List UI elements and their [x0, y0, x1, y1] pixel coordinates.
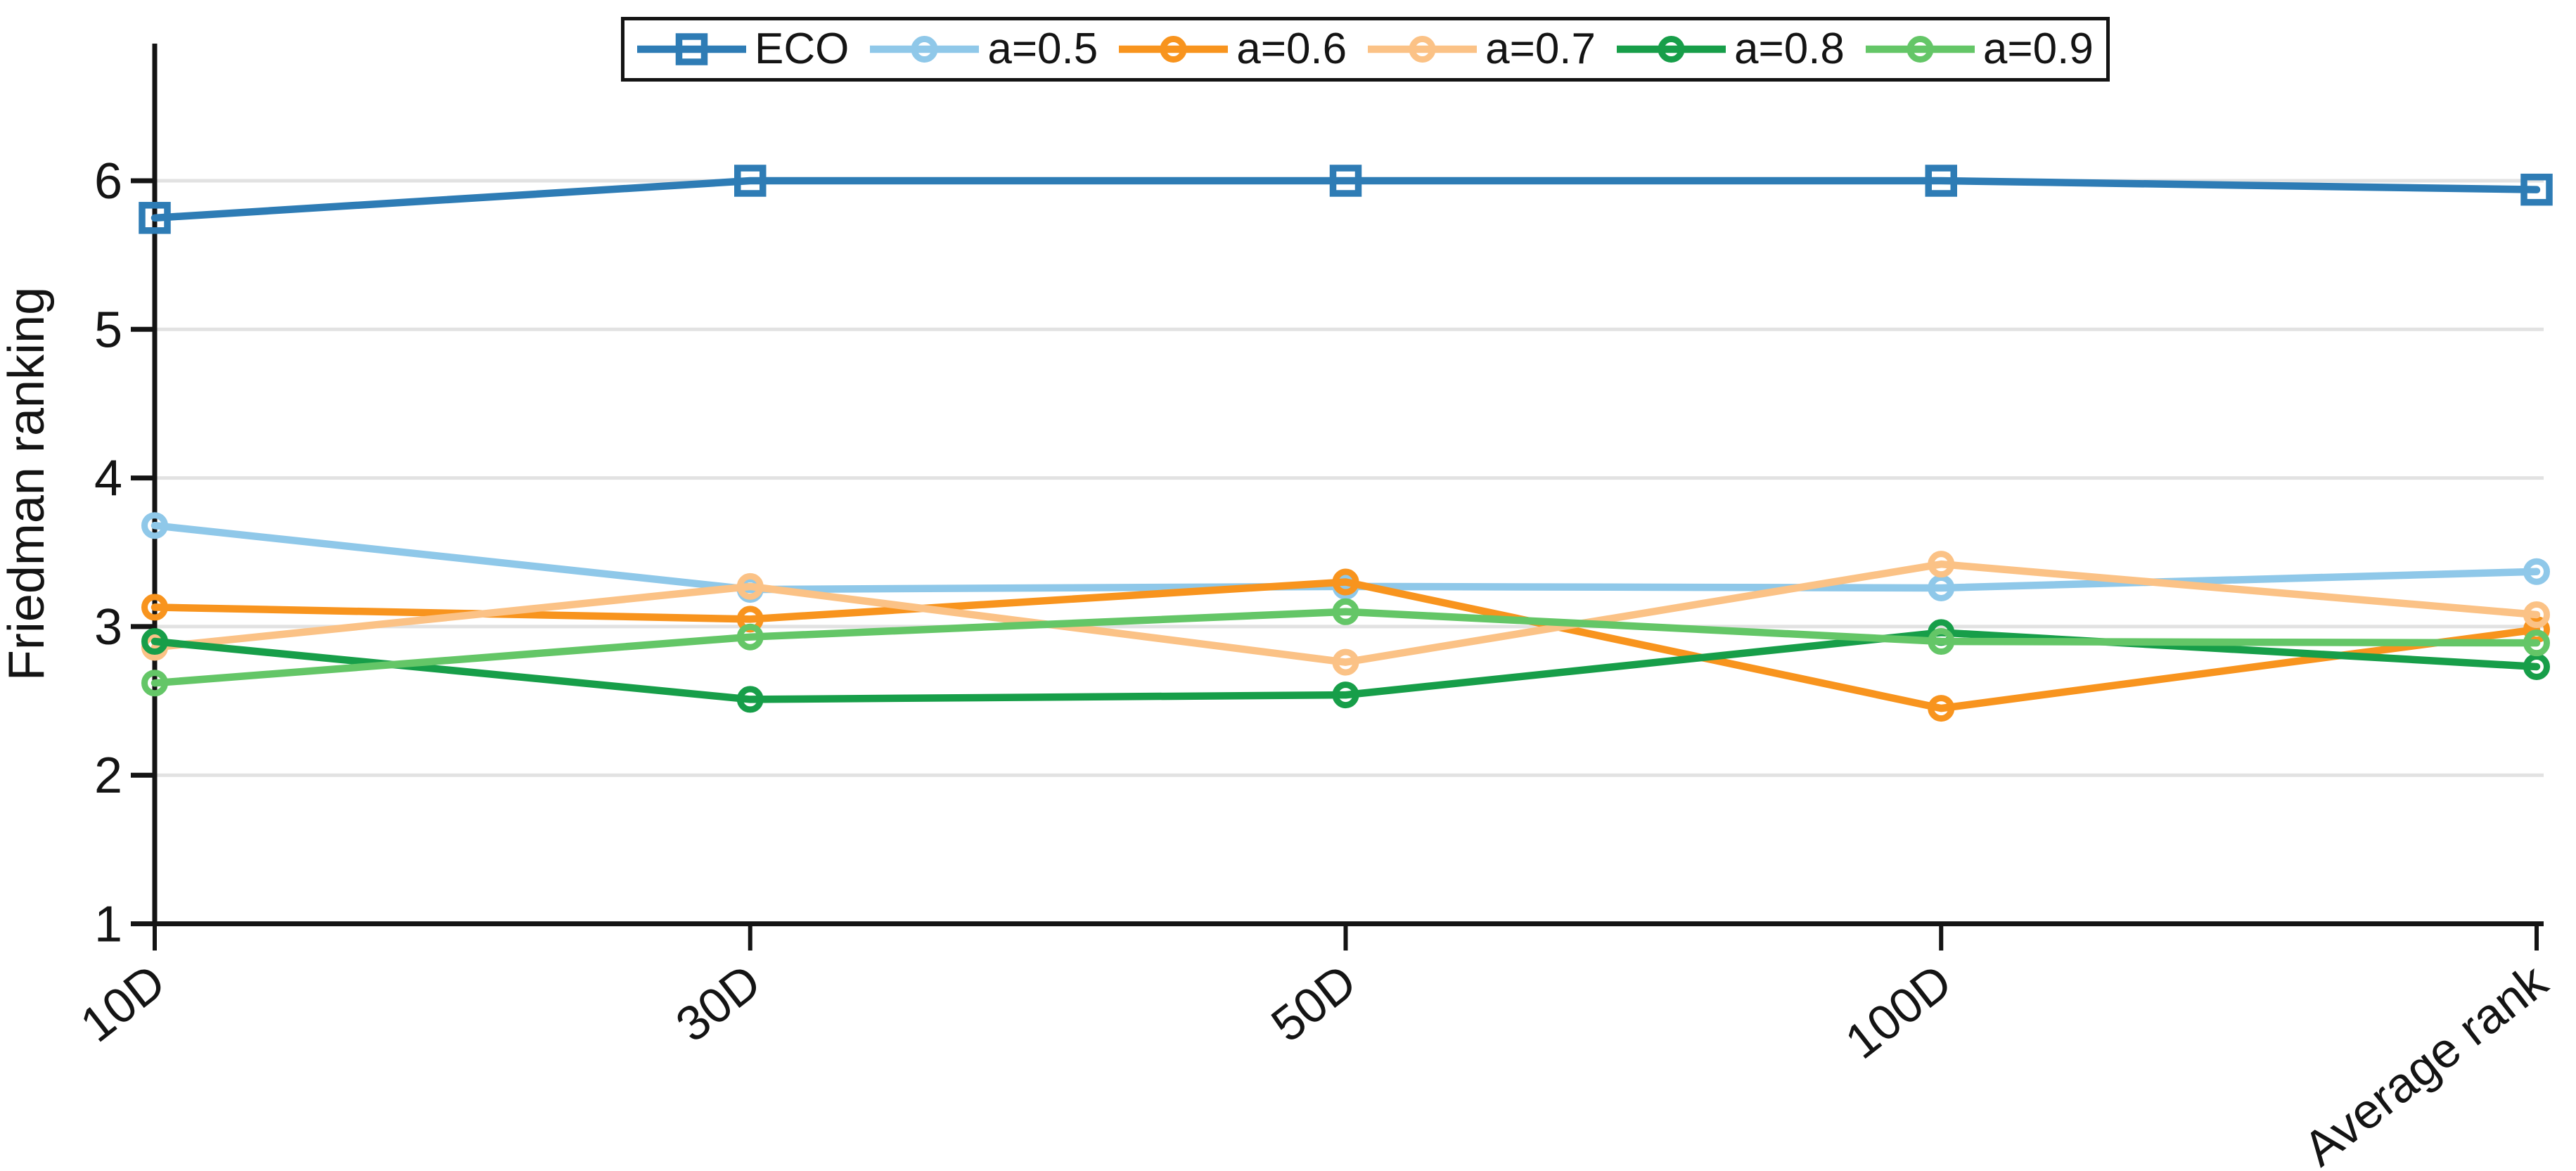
- data-point-marker-a-0-5: [1928, 574, 1955, 601]
- data-point-marker-a-0-7: [1928, 551, 1955, 578]
- data-point-marker-a-0-9: [736, 623, 764, 651]
- data-point-marker-eco: [2520, 173, 2553, 206]
- legend-item-label: a=0.5: [987, 25, 1098, 73]
- data-point-marker-a-0-8: [736, 686, 764, 713]
- y-tick-label: 5: [94, 302, 122, 358]
- legend-item-eco: ECO: [637, 27, 849, 71]
- x-tick-label: 100D: [1835, 954, 1962, 1069]
- circle-marker-icon: [1368, 36, 1478, 63]
- legend-item-label: a=0.6: [1236, 25, 1347, 73]
- circle-marker-icon: [1865, 36, 1975, 63]
- x-tick-label: Average rank: [2293, 953, 2558, 1171]
- data-point-marker-a-0-6: [141, 594, 168, 621]
- circle-marker-icon: [1617, 36, 1726, 63]
- data-point-marker-a-0-6: [1928, 695, 1955, 722]
- data-point-marker-a-0-9: [141, 670, 168, 697]
- y-tick-label: 3: [94, 599, 122, 655]
- data-point-marker-eco: [139, 202, 171, 234]
- circle-marker-icon: [1119, 36, 1229, 63]
- data-point-marker-a-0-7: [736, 572, 764, 600]
- data-point-marker-eco: [734, 165, 767, 197]
- data-point-marker-a-0-7: [2523, 601, 2550, 628]
- x-tick-label: 10D: [70, 954, 175, 1053]
- legend-item-a-0-6: a=0.6: [1119, 27, 1347, 71]
- square-marker-icon: [637, 33, 746, 65]
- circle-marker-icon: [870, 36, 980, 63]
- y-tick-label: 1: [94, 897, 122, 953]
- data-point-marker-eco: [1925, 165, 1957, 197]
- y-tick-label: 2: [94, 748, 122, 804]
- legend-item-label: a=0.8: [1734, 25, 1845, 73]
- x-tick-label: 50D: [1262, 954, 1366, 1053]
- series-line-a-0-7: [150, 560, 2541, 666]
- y-tick-label: 4: [94, 451, 122, 507]
- x-tick-label: 30D: [666, 954, 771, 1053]
- legend-item-a-0-9: a=0.9: [1865, 25, 2094, 73]
- chart-legend: ECO a=0.5 a=0.6 a=0.7 a=0.8 a=0.9: [621, 17, 2110, 82]
- y-tick-label: 6: [94, 153, 122, 210]
- legend-item-label: a=0.7: [1485, 25, 1596, 73]
- legend-item-a-0-8: a=0.8: [1617, 27, 1845, 71]
- data-point-marker-a-0-8: [1332, 682, 1359, 709]
- data-point-marker-a-0-8: [2523, 653, 2550, 680]
- series-line-a-0-6: [150, 578, 2541, 712]
- data-point-marker-a-0-9: [1332, 598, 1359, 625]
- data-point-marker-a-0-8: [141, 628, 168, 655]
- legend-item-label: a=0.9: [1982, 25, 2094, 73]
- data-point-marker-a-0-5: [141, 512, 168, 539]
- series-line-eco: [150, 177, 2541, 222]
- data-point-marker-a-0-9: [1928, 628, 1955, 655]
- data-point-marker-eco: [1329, 165, 1362, 197]
- data-point-marker-a-0-6: [1332, 568, 1359, 596]
- data-point-marker-a-0-7: [1332, 648, 1359, 676]
- legend-item-a-0-7: a=0.7: [1368, 27, 1596, 71]
- series-line-a-0-9: [150, 608, 2541, 687]
- data-point-marker-a-0-9: [2523, 629, 2550, 657]
- y-axis-label: Friedman ranking: [0, 287, 55, 681]
- data-point-marker-a-0-5: [2523, 558, 2550, 585]
- legend-item-label: ECO: [755, 25, 850, 73]
- legend-item-a-0-5: a=0.5: [870, 27, 1098, 71]
